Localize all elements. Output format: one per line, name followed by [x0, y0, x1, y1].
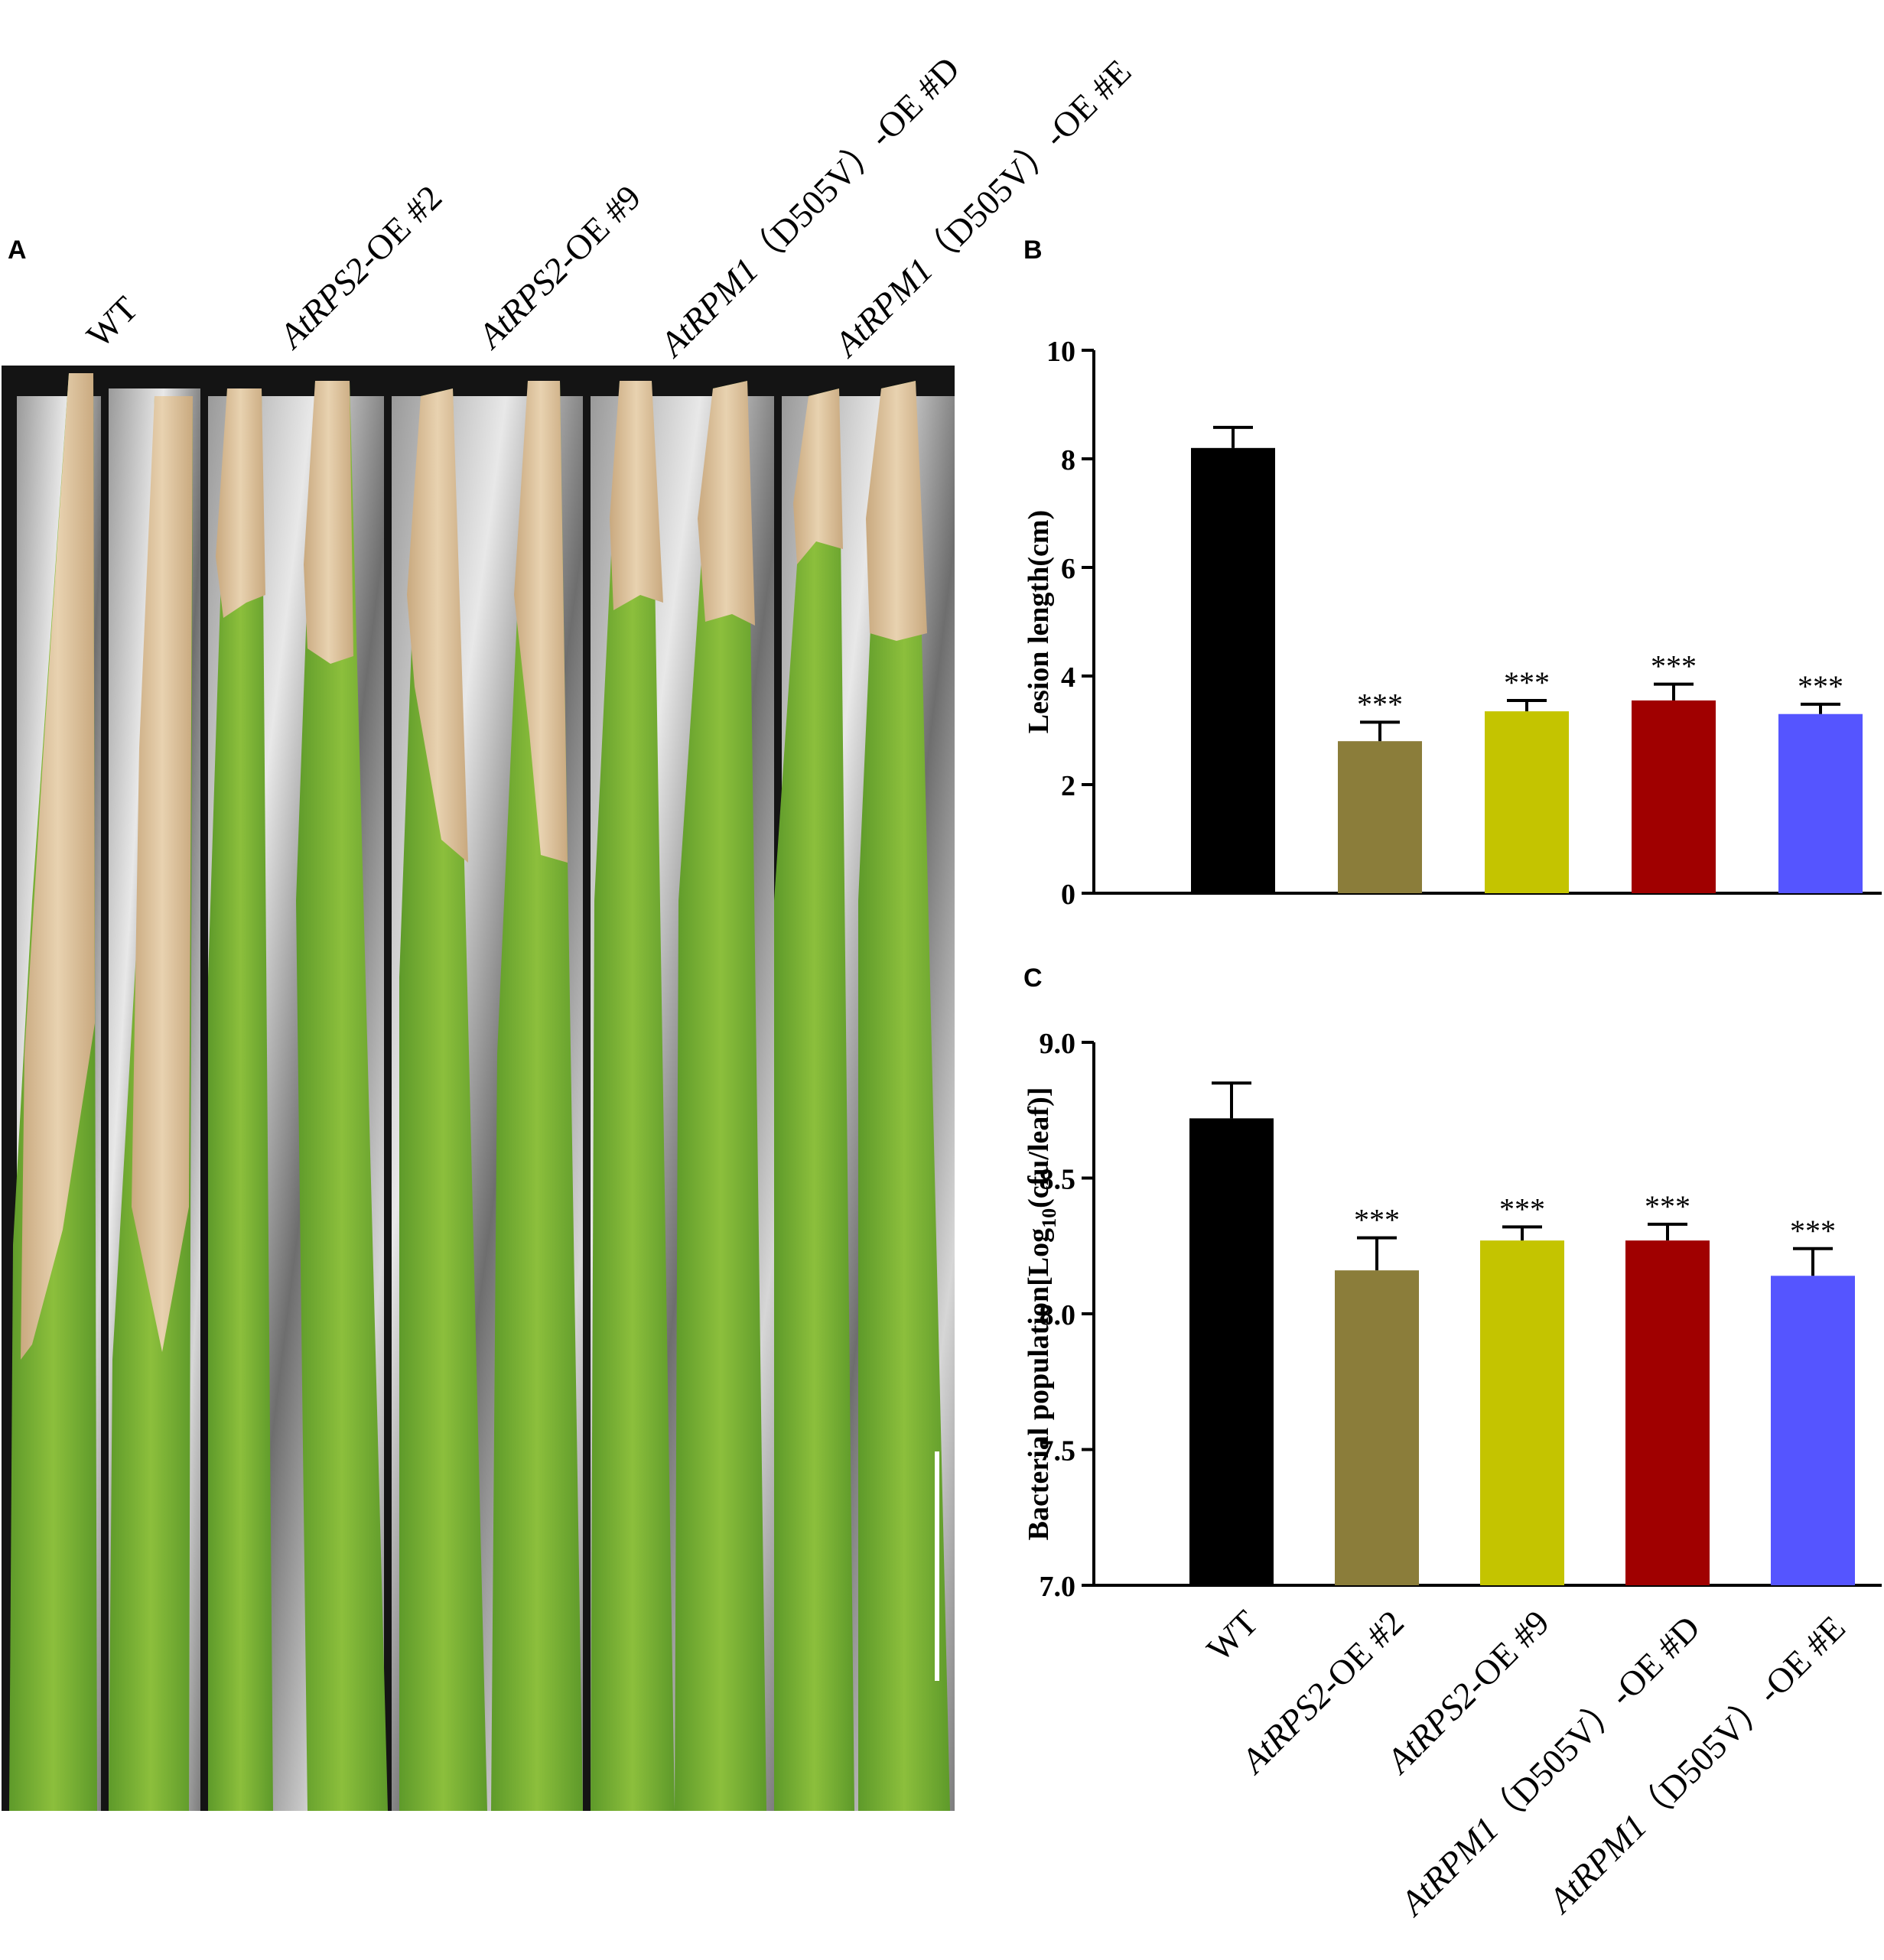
significance-marker: *** [1354, 1203, 1400, 1237]
significance-marker: *** [1504, 665, 1550, 700]
significance-marker: *** [1645, 1189, 1690, 1224]
significance-marker: *** [1790, 1214, 1836, 1248]
y-tick-label: 10 [1046, 336, 1075, 368]
x-tick-label-wt: WT [1199, 1602, 1266, 1669]
bar [1485, 711, 1569, 893]
chart-b-lesion-length: 0 2 4 6 8 10 *** *** *** *** Lesion length(cm) [1023, 336, 1882, 911]
y-tick-label: 8.5 [1040, 1164, 1076, 1196]
significance-marker: *** [1798, 669, 1843, 704]
bar [1771, 1276, 1855, 1585]
y-tick-label: 7.5 [1040, 1435, 1076, 1468]
panel-letter-c: C [1023, 964, 1043, 993]
bar [1189, 1118, 1274, 1585]
panel-letter-b: B [1023, 236, 1043, 265]
bar [1778, 713, 1863, 893]
y-tick-label: 2 [1061, 770, 1075, 802]
leaf-photo-svg [2, 366, 955, 1811]
significance-marker: *** [1499, 1191, 1545, 1226]
y-tick-label: 7.0 [1040, 1571, 1076, 1603]
bar [1625, 1240, 1710, 1585]
y-tick-label: 8.0 [1040, 1299, 1076, 1331]
y-tick-label: 4 [1061, 661, 1075, 694]
significance-marker: *** [1357, 687, 1403, 721]
bar [1480, 1240, 1564, 1585]
bar [1191, 447, 1275, 893]
significance-marker: *** [1651, 649, 1697, 684]
bar [1335, 1270, 1419, 1585]
y-tick-label: 8 [1061, 444, 1075, 476]
panel-letter-a: A [8, 236, 27, 265]
y-axis-title: Lesion length(cm) [1023, 510, 1055, 733]
scale-bar [935, 1451, 939, 1681]
bar [1632, 700, 1716, 893]
y-tick-label: 9.0 [1040, 1028, 1076, 1060]
y-axis-title: Bacterial population[Log10(cfu/leaf)] [1023, 1087, 1060, 1541]
leaf-photograph [2, 366, 955, 1811]
bar [1338, 741, 1422, 893]
y-tick-label: 6 [1061, 553, 1075, 585]
y-tick-label: 0 [1061, 879, 1075, 911]
